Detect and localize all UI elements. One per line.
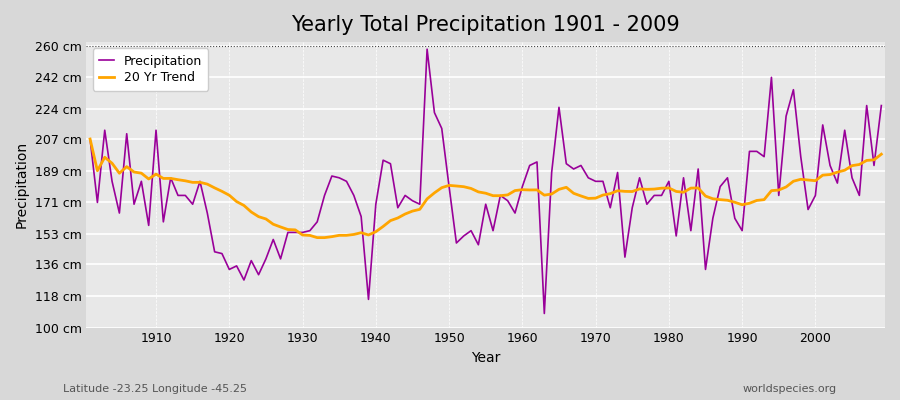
Legend: Precipitation, 20 Yr Trend: Precipitation, 20 Yr Trend xyxy=(93,48,209,91)
20 Yr Trend xyxy=(876,152,886,156)
20 Yr Trend xyxy=(517,187,527,192)
20 Yr Trend xyxy=(85,137,95,142)
20 Yr Trend xyxy=(311,235,322,240)
20 Yr Trend xyxy=(612,188,623,193)
Precipitation xyxy=(619,255,630,260)
Title: Yearly Total Precipitation 1901 - 2009: Yearly Total Precipitation 1901 - 2009 xyxy=(292,15,680,35)
20 Yr Trend xyxy=(304,233,315,238)
Precipitation xyxy=(304,228,315,233)
Line: 20 Yr Trend: 20 Yr Trend xyxy=(90,139,881,238)
Precipitation xyxy=(517,184,527,189)
20 Yr Trend xyxy=(525,188,535,192)
Text: worldspecies.org: worldspecies.org xyxy=(742,384,837,394)
Line: Precipitation: Precipitation xyxy=(90,49,881,314)
Precipitation xyxy=(525,163,535,168)
Precipitation xyxy=(85,137,95,142)
Precipitation xyxy=(348,193,359,198)
Y-axis label: Precipitation: Precipitation xyxy=(15,141,29,228)
20 Yr Trend xyxy=(356,230,366,235)
Text: Latitude -23.25 Longitude -45.25: Latitude -23.25 Longitude -45.25 xyxy=(63,384,247,394)
Precipitation xyxy=(876,103,886,108)
X-axis label: Year: Year xyxy=(471,351,500,365)
Precipitation xyxy=(143,223,154,228)
Precipitation xyxy=(539,311,550,316)
20 Yr Trend xyxy=(143,176,154,181)
Precipitation xyxy=(422,47,433,52)
